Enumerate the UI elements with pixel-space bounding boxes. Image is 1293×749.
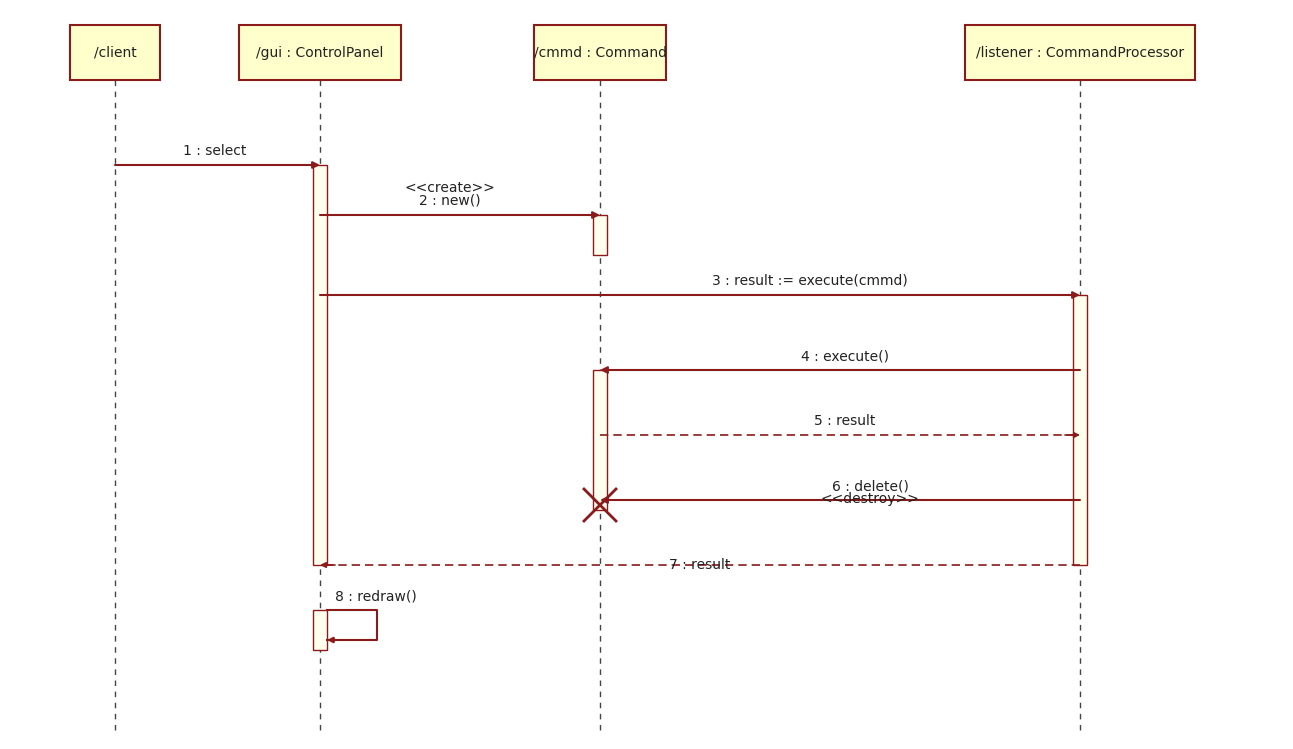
FancyBboxPatch shape xyxy=(965,25,1195,80)
Text: 3 : result := execute(cmmd): 3 : result := execute(cmmd) xyxy=(712,274,908,288)
Text: 7 : result: 7 : result xyxy=(670,558,731,572)
Text: 1 : select: 1 : select xyxy=(184,144,247,158)
FancyBboxPatch shape xyxy=(70,25,160,80)
Text: <<destroy>>: <<destroy>> xyxy=(821,492,919,506)
Text: /gui : ControlPanel: /gui : ControlPanel xyxy=(256,46,384,59)
Text: <<create>>: <<create>> xyxy=(405,181,495,195)
Text: 2 : new(): 2 : new() xyxy=(419,194,481,208)
Bar xyxy=(593,370,606,510)
Text: /client: /client xyxy=(93,46,136,59)
Text: 8 : redraw(): 8 : redraw() xyxy=(335,589,416,603)
Bar xyxy=(593,215,606,255)
FancyBboxPatch shape xyxy=(534,25,666,80)
Text: /listener : CommandProcessor: /listener : CommandProcessor xyxy=(976,46,1184,59)
Bar xyxy=(313,610,327,650)
Text: 4 : execute(): 4 : execute() xyxy=(800,349,890,363)
Text: 5 : result: 5 : result xyxy=(815,414,875,428)
Bar xyxy=(313,165,327,565)
Text: 6 : delete(): 6 : delete() xyxy=(831,479,909,493)
Bar xyxy=(1073,295,1087,565)
Text: /cmmd : Command: /cmmd : Command xyxy=(534,46,666,59)
FancyBboxPatch shape xyxy=(239,25,401,80)
